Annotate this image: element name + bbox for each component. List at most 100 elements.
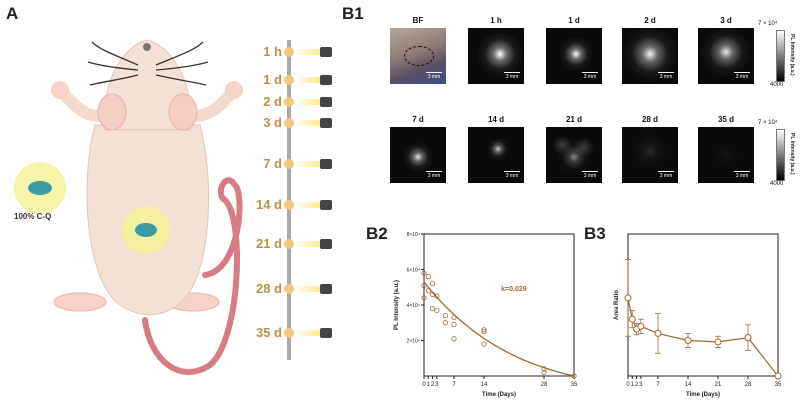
x-tick-label: 35 bbox=[571, 382, 578, 388]
timeline-label: 7 d bbox=[263, 156, 282, 171]
tile-label: 7 d bbox=[412, 115, 424, 124]
data-point bbox=[442, 320, 449, 326]
camera-icon bbox=[320, 284, 332, 294]
timeline-dot bbox=[284, 97, 294, 107]
data-point bbox=[429, 281, 436, 287]
timeline-label: 1 d bbox=[263, 72, 282, 87]
fluorescence-image: 3 mm bbox=[546, 127, 602, 183]
fluorescence-spot bbox=[552, 135, 572, 155]
data-point bbox=[481, 327, 487, 333]
data-point bbox=[624, 294, 632, 302]
colorbar bbox=[776, 129, 785, 181]
timeline-label: 2 d bbox=[263, 94, 282, 109]
scale-bar: 3 mm bbox=[504, 170, 520, 179]
paw-left bbox=[51, 81, 69, 99]
fit-annotation: k=0.029 bbox=[501, 286, 527, 293]
fluorescence-spot bbox=[486, 137, 510, 161]
fluorescence-spot bbox=[626, 127, 674, 175]
light-beam bbox=[294, 161, 320, 167]
paw-right bbox=[225, 81, 243, 99]
scale-bar: 3 mm bbox=[658, 170, 674, 179]
timeline-label: 21 d bbox=[255, 236, 282, 251]
y-tick-label: 6×10⁴ bbox=[407, 268, 420, 274]
x-tick-label: 3 bbox=[435, 382, 439, 388]
tile-label: 2 d bbox=[644, 16, 656, 25]
fluorescence-image: 3 mm bbox=[390, 127, 446, 183]
timeline-label: 14 d bbox=[255, 197, 282, 212]
tile-label: 35 d bbox=[717, 115, 734, 124]
panel-label-b1: B1 bbox=[342, 4, 364, 23]
data-point bbox=[425, 273, 431, 280]
colorbar bbox=[776, 30, 785, 82]
hind-foot-left bbox=[53, 292, 107, 312]
x-tick-label: 0 bbox=[626, 382, 630, 388]
implant bbox=[135, 223, 157, 237]
fluorescence-spot bbox=[574, 137, 594, 157]
fluorescence-image: 3 mm bbox=[622, 127, 678, 183]
scale-bar: 3 mm bbox=[582, 170, 598, 179]
fluorescence-image: 3 mm bbox=[698, 127, 754, 183]
timeline-dot bbox=[284, 118, 294, 128]
fluorescence-spot bbox=[706, 135, 746, 175]
data-point bbox=[774, 372, 782, 380]
timeline-label: 3 d bbox=[263, 115, 282, 130]
scale-bar: 3 mm bbox=[734, 71, 750, 80]
fluorescence-spot bbox=[622, 28, 678, 82]
data-point bbox=[654, 329, 662, 337]
x-tick-label: 28 bbox=[745, 382, 752, 388]
data-point bbox=[434, 293, 440, 299]
light-beam bbox=[294, 49, 320, 55]
x-tick-label: 21 bbox=[715, 382, 722, 388]
data-point bbox=[744, 334, 752, 342]
x-axis-label: Time (Days) bbox=[686, 392, 720, 398]
scale-bar: 3 mm bbox=[426, 71, 442, 80]
x-tick-label: 14 bbox=[685, 382, 692, 388]
data-point bbox=[628, 315, 636, 323]
camera-icon bbox=[320, 159, 332, 169]
data-point bbox=[425, 288, 431, 294]
light-beam bbox=[294, 77, 320, 83]
panel-label-b3: B3 bbox=[584, 224, 606, 243]
y-tick-label: 8×10⁴ bbox=[407, 232, 420, 238]
ear-left bbox=[97, 93, 127, 131]
fluorescence-image: 3 mm bbox=[546, 28, 602, 84]
colorbar-title: PL Intensity (a.u.) bbox=[789, 133, 795, 175]
data-point bbox=[429, 305, 436, 312]
fluorescence-spot bbox=[402, 141, 434, 173]
timeline-dot bbox=[284, 328, 294, 338]
panel-label-a: A bbox=[6, 4, 19, 23]
x-tick-label: 1 bbox=[427, 382, 431, 388]
timeline-label: 35 d bbox=[255, 325, 282, 340]
whiskers bbox=[87, 41, 209, 86]
camera-icon bbox=[320, 118, 332, 128]
x-tick-label: 35 bbox=[775, 382, 782, 388]
timeline-dot bbox=[284, 284, 294, 294]
data-point bbox=[571, 373, 577, 379]
data-point bbox=[421, 270, 427, 276]
fluorescence-image: 3 mm bbox=[698, 28, 754, 84]
light-beam bbox=[294, 99, 320, 105]
fluorescence-spot bbox=[556, 139, 592, 175]
timeline-dot bbox=[284, 47, 294, 57]
data-point bbox=[481, 329, 487, 335]
colorbar-min: 4000 bbox=[770, 82, 784, 88]
data-point bbox=[421, 295, 427, 301]
timeline-dot bbox=[284, 200, 294, 210]
cq-material bbox=[28, 181, 52, 195]
fluorescence-spot bbox=[476, 30, 524, 78]
brightfield-image: 3 mm bbox=[390, 28, 446, 84]
tile-label: 1 h bbox=[490, 16, 502, 25]
tile-label: 1 d bbox=[568, 16, 580, 25]
region-outline bbox=[404, 46, 434, 66]
tile-label: 21 d bbox=[565, 115, 582, 124]
timeline-label: 28 d bbox=[255, 281, 282, 296]
x-tick-label: 3 bbox=[639, 382, 643, 388]
scale-bar: 3 mm bbox=[504, 71, 520, 80]
nose bbox=[143, 43, 151, 51]
x-tick-label: 1 bbox=[631, 382, 635, 388]
camera-icon bbox=[320, 97, 332, 107]
light-beam bbox=[294, 286, 320, 292]
data-point bbox=[637, 322, 645, 330]
tile-label: 28 d bbox=[641, 115, 658, 124]
light-beam bbox=[294, 202, 320, 208]
